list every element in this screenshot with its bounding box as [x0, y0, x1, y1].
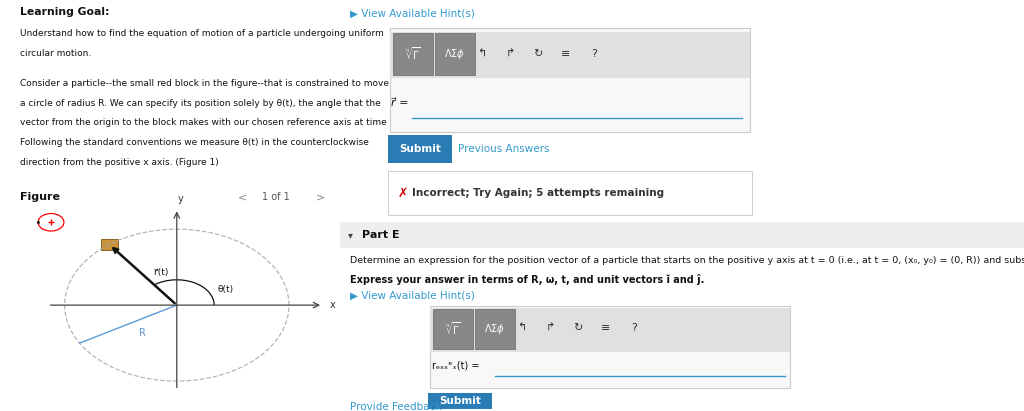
- Text: ↻: ↻: [573, 323, 583, 333]
- Text: ?: ?: [631, 323, 637, 333]
- Text: Consider a particle--the small red block in the figure--that is constrained to m: Consider a particle--the small red block…: [20, 79, 400, 88]
- FancyBboxPatch shape: [392, 33, 433, 75]
- FancyBboxPatch shape: [340, 222, 1024, 248]
- FancyBboxPatch shape: [100, 239, 118, 250]
- Text: Understand how to find the equation of motion of a particle undergoing uniform: Understand how to find the equation of m…: [20, 29, 384, 38]
- FancyBboxPatch shape: [428, 393, 492, 409]
- Text: Figure: Figure: [20, 192, 60, 202]
- Text: Express your answer in terms of R, ω, t, and unit vectors ĭ and ĵ.: Express your answer in terms of R, ω, t,…: [350, 274, 705, 285]
- Text: ▶ View Available Hint(s): ▶ View Available Hint(s): [350, 290, 475, 300]
- Text: $\Lambda\Sigma\phi$: $\Lambda\Sigma\phi$: [444, 47, 466, 61]
- Text: <: <: [238, 192, 247, 202]
- Text: ↻: ↻: [534, 49, 543, 59]
- Text: ↱: ↱: [546, 323, 555, 333]
- Text: Incorrect; Try Again; 5 attempts remaining: Incorrect; Try Again; 5 attempts remaini…: [412, 188, 665, 198]
- Text: Determine an expression for the position vector of a particle that starts on the: Determine an expression for the position…: [350, 256, 1024, 265]
- Text: vector from the origin to the block makes with our chosen reference axis at time: vector from the origin to the block make…: [20, 118, 396, 127]
- Text: circular motion.: circular motion.: [20, 49, 92, 58]
- Text: ↰: ↰: [517, 323, 526, 333]
- Text: Submit: Submit: [439, 396, 481, 406]
- Text: >: >: [316, 192, 326, 202]
- FancyBboxPatch shape: [430, 308, 790, 352]
- Text: r⃗ =: r⃗ =: [392, 98, 410, 108]
- FancyBboxPatch shape: [434, 33, 475, 75]
- Text: ✗: ✗: [398, 187, 409, 199]
- Text: θ(t): θ(t): [217, 285, 233, 293]
- FancyBboxPatch shape: [474, 309, 515, 349]
- Text: ↱: ↱: [505, 49, 515, 59]
- Text: y: y: [177, 194, 183, 204]
- Text: ↰: ↰: [477, 49, 486, 59]
- Text: ≡: ≡: [601, 323, 610, 333]
- FancyBboxPatch shape: [430, 306, 790, 388]
- Text: Learning Goal:: Learning Goal:: [20, 7, 110, 17]
- Text: Previous Answers: Previous Answers: [458, 144, 550, 154]
- Text: r⃗(t): r⃗(t): [155, 268, 169, 277]
- Text: Part E: Part E: [361, 230, 399, 240]
- Text: ?: ?: [591, 49, 597, 59]
- Text: rₑₐₓᵉₓ(t) =: rₑₐₓᵉₓ(t) =: [432, 360, 479, 370]
- FancyBboxPatch shape: [390, 28, 750, 132]
- Text: $\Lambda\Sigma\phi$: $\Lambda\Sigma\phi$: [484, 322, 506, 336]
- Text: 1 of 1: 1 of 1: [262, 192, 290, 202]
- Text: ▾: ▾: [348, 230, 353, 240]
- Text: x: x: [330, 300, 336, 310]
- Text: direction from the positive x axis. (Figure 1): direction from the positive x axis. (Fig…: [20, 158, 219, 167]
- Text: $\sqrt[n]{\Gamma}$: $\sqrt[n]{\Gamma}$: [406, 46, 421, 62]
- FancyBboxPatch shape: [432, 309, 473, 349]
- Text: ▶ View Available Hint(s): ▶ View Available Hint(s): [350, 8, 475, 18]
- Text: a circle of radius R. We can specify its position solely by θ(t), the angle that: a circle of radius R. We can specify its…: [20, 99, 381, 108]
- Text: R: R: [139, 328, 146, 338]
- Text: Following the standard conventions we measure θ(t) in the counterclockwise: Following the standard conventions we me…: [20, 139, 370, 147]
- FancyBboxPatch shape: [390, 32, 750, 78]
- Text: Provide Feedback: Provide Feedback: [350, 402, 441, 411]
- FancyBboxPatch shape: [388, 135, 452, 163]
- Text: ≡: ≡: [561, 49, 570, 59]
- FancyBboxPatch shape: [388, 171, 752, 215]
- Text: Submit: Submit: [399, 144, 441, 154]
- Text: $\sqrt[n]{\Gamma}$: $\sqrt[n]{\Gamma}$: [445, 321, 461, 337]
